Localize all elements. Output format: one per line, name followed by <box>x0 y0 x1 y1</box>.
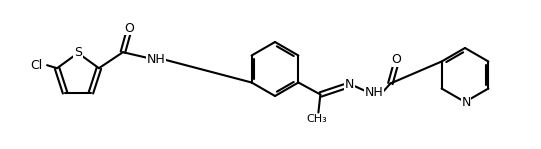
Text: N: N <box>461 97 471 110</box>
Text: S: S <box>74 46 82 59</box>
Text: O: O <box>392 53 401 66</box>
Text: N: N <box>345 78 354 91</box>
Text: O: O <box>124 22 134 35</box>
Text: Cl: Cl <box>30 59 42 72</box>
Text: NH: NH <box>365 86 384 99</box>
Text: NH: NH <box>147 53 166 66</box>
Text: CH₃: CH₃ <box>306 114 327 125</box>
